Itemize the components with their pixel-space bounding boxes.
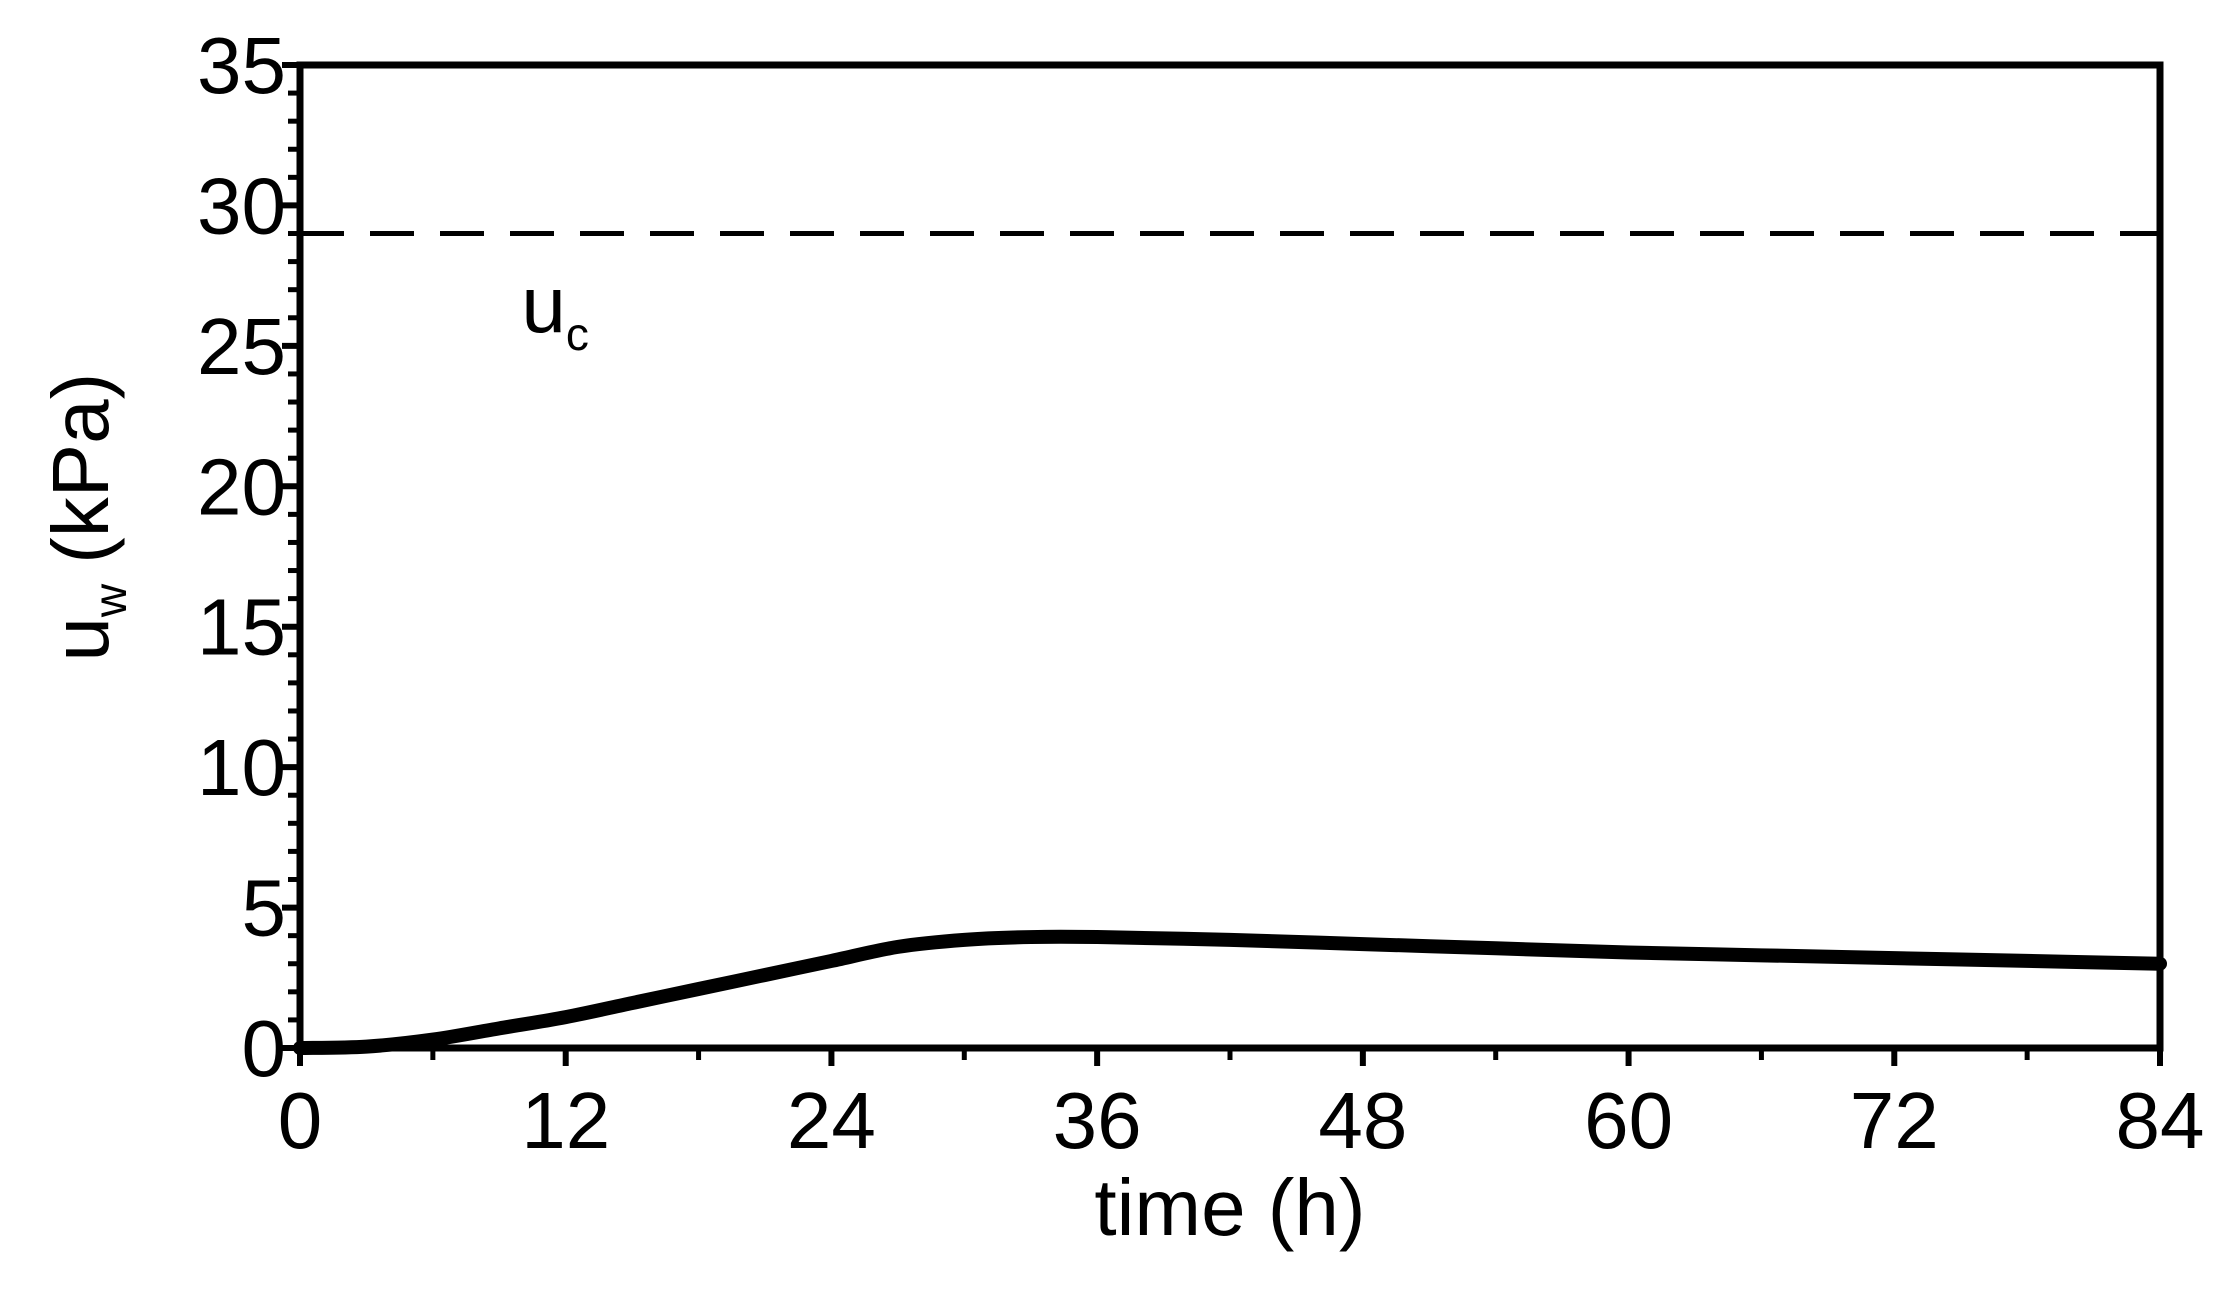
reference-lines-layer: uc <box>300 231 2160 360</box>
ticks-layer <box>282 62 2163 1066</box>
tick-labels-layer: 0 5 10 15 20 25 30 35 0 12 24 36 48 60 72 84 <box>197 21 2204 1165</box>
critical-threshold-label-sub: c <box>566 308 589 360</box>
y-tick-label: 30 <box>197 161 286 250</box>
pore-pressure-series-line <box>293 929 2167 1055</box>
x-tick-label: 84 <box>2116 1076 2205 1165</box>
critical-threshold-label: uc <box>521 260 589 360</box>
x-tick-label: 48 <box>1318 1076 1407 1165</box>
y-tick-label: 35 <box>197 21 286 110</box>
x-tick-label: 12 <box>521 1076 610 1165</box>
y-tick-label: 25 <box>197 302 286 391</box>
y-tick-label: 10 <box>197 723 286 812</box>
x-tick-label: 24 <box>787 1076 876 1165</box>
x-tick-label: 36 <box>1053 1076 1142 1165</box>
series-layer <box>293 929 2167 1055</box>
x-tick-label: 0 <box>278 1076 323 1165</box>
y-axis-title-sub: w <box>84 583 136 618</box>
y-tick-label: 5 <box>242 864 287 953</box>
y-tick-label: 20 <box>197 442 286 531</box>
x-axis-title: time (h) <box>1094 1163 1365 1252</box>
x-tick-label: 60 <box>1584 1076 1673 1165</box>
plot-frame <box>296 61 2164 1052</box>
y-axis-title-main: u <box>36 617 125 662</box>
y-axis-title: uw (kPa) <box>36 373 136 662</box>
y-axis-title-unit: (kPa) <box>36 373 125 564</box>
critical-threshold-label-main: u <box>521 260 566 349</box>
y-tick-label: 0 <box>242 1004 287 1093</box>
y-tick-label: 15 <box>197 583 286 672</box>
x-tick-label: 72 <box>1850 1076 1939 1165</box>
